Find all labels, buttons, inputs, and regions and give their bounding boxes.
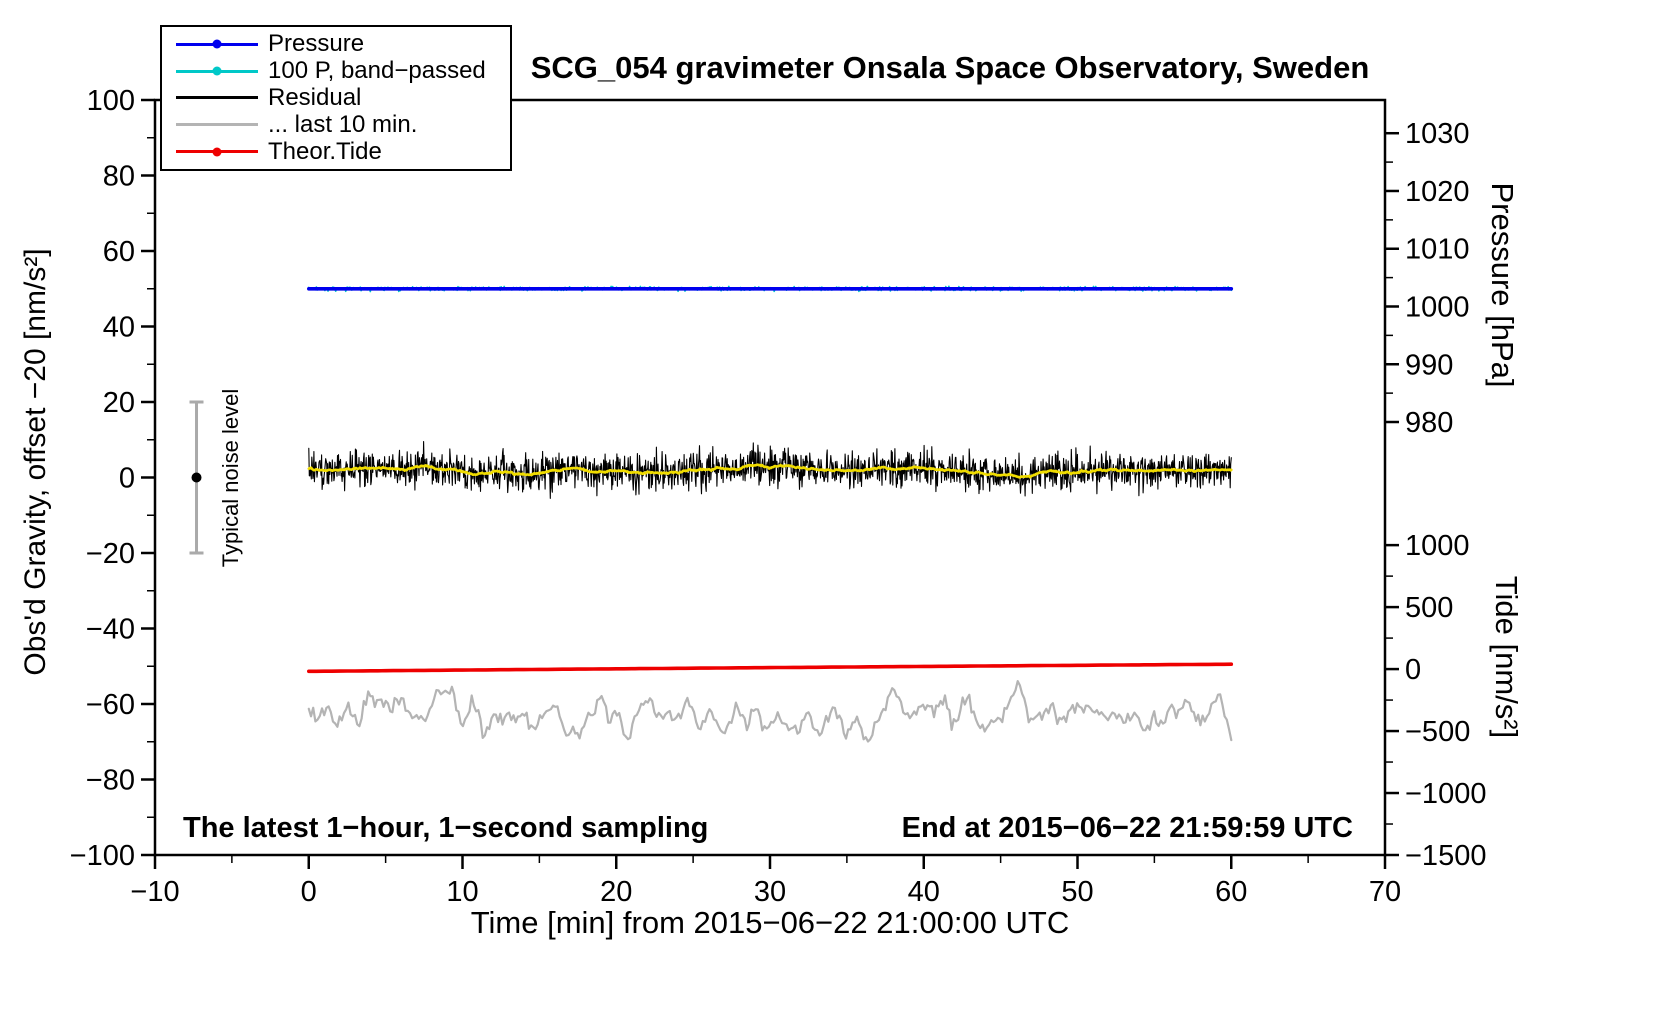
x-tick-label: 30 xyxy=(754,876,786,908)
tide-axis-label: Tide [nm/s²] xyxy=(1489,575,1524,739)
legend: Pressure 100 P, band−passed Residual... la… xyxy=(160,25,512,171)
x-tick-label: 10 xyxy=(446,876,478,908)
legend-swatch xyxy=(176,123,258,127)
pressure-tick-label: 1030 xyxy=(1405,118,1470,150)
x-tick-label: 60 xyxy=(1215,876,1247,908)
left-tick-label: −100 xyxy=(70,840,135,872)
tide-tick-label: −1000 xyxy=(1405,778,1486,810)
left-tick-label: −60 xyxy=(86,689,135,721)
legend-item: Residual xyxy=(162,83,510,111)
legend-marker-dot xyxy=(212,66,222,76)
left-tick-label: −20 xyxy=(86,538,135,570)
legend-item-label: 100 P, band−passed xyxy=(268,57,486,85)
pressure-tick-label: 980 xyxy=(1405,407,1453,439)
left-tick-label: 60 xyxy=(103,236,135,268)
tide-tick-label: 0 xyxy=(1405,654,1421,686)
legend-item: Pressure xyxy=(162,30,510,58)
left-tick-label: 40 xyxy=(103,312,135,344)
tide-tick-label: −1500 xyxy=(1405,840,1486,872)
left-tick-label: −80 xyxy=(86,765,135,797)
left-tick-label: 100 xyxy=(87,85,135,117)
legend-item-label: ... last 10 min. xyxy=(268,110,418,138)
x-tick-label: 70 xyxy=(1369,876,1401,908)
legend-item-label: Theor.Tide xyxy=(268,137,382,165)
x-tick-label: 40 xyxy=(908,876,940,908)
legend-swatch xyxy=(176,66,258,76)
x-tick-label: 20 xyxy=(600,876,632,908)
sampling-note: The latest 1−hour, 1−second sampling xyxy=(183,812,709,844)
x-axis-label: Time [min] from 2015−06−22 21:00:00 UTC xyxy=(470,905,1070,940)
pressure-axis-label: Pressure [hPa] xyxy=(1485,182,1520,388)
series-last-10-min-line xyxy=(307,679,1233,743)
x-tick-label: 50 xyxy=(1061,876,1093,908)
pressure-tick-label: 1010 xyxy=(1405,234,1470,266)
legend-swatch xyxy=(176,39,258,49)
end-time-note: End at 2015−06−22 21:59:59 UTC xyxy=(901,812,1353,844)
legend-swatch xyxy=(176,147,258,157)
legend-marker-dot xyxy=(212,147,222,157)
legend-item: Theor.Tide xyxy=(162,137,510,165)
noise-level-label: Typical noise level xyxy=(218,388,243,568)
legend-item-label: Residual xyxy=(268,83,362,111)
legend-item: 100 P, band−passed xyxy=(162,57,510,85)
tide-tick-label: 500 xyxy=(1405,592,1453,624)
legend-item-label: Pressure xyxy=(268,30,365,58)
legend-swatch xyxy=(176,96,258,100)
tide-tick-label: 1000 xyxy=(1405,530,1470,562)
tide-tick-label: −500 xyxy=(1405,716,1470,748)
series-residual-line xyxy=(308,441,1232,499)
pressure-tick-label: 1020 xyxy=(1405,176,1470,208)
left-tick-label: 0 xyxy=(119,463,135,495)
left-tick-label: 80 xyxy=(103,161,135,193)
series-theor-tide-line xyxy=(306,662,1234,674)
chart-title: SCG_054 gravimeter Onsala Space Observat… xyxy=(530,50,1370,85)
legend-item: ... last 10 min. xyxy=(162,110,510,138)
legend-marker-dot xyxy=(212,39,222,49)
left-axis-label: Obs'd Gravity, offset −20 [nm/s²] xyxy=(19,248,52,676)
x-tick-label: −10 xyxy=(130,876,179,908)
x-tick-label: 0 xyxy=(301,876,317,908)
pressure-tick-label: 990 xyxy=(1405,349,1453,381)
noise-bar-dot xyxy=(191,472,202,483)
left-tick-label: −40 xyxy=(86,614,135,646)
pressure-tick-label: 1000 xyxy=(1405,291,1470,323)
left-tick-label: 20 xyxy=(103,387,135,419)
series-residual-smooth-line xyxy=(307,463,1233,479)
